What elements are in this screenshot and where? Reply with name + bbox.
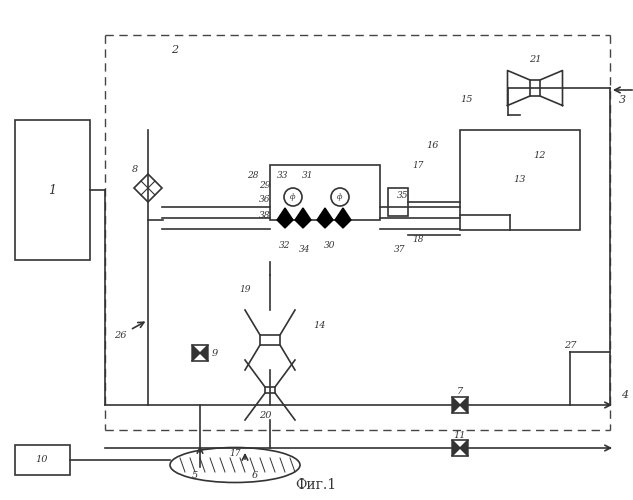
Text: 27: 27	[564, 340, 576, 349]
Polygon shape	[295, 220, 311, 228]
Text: 2: 2	[172, 45, 179, 55]
Text: Фиг.1: Фиг.1	[296, 478, 337, 492]
Text: 19: 19	[239, 286, 251, 294]
Text: 20: 20	[259, 410, 272, 420]
Text: 30: 30	[324, 240, 335, 250]
Polygon shape	[277, 208, 293, 220]
Polygon shape	[335, 208, 351, 220]
Polygon shape	[452, 440, 460, 456]
Text: 29: 29	[260, 180, 271, 190]
Text: 1: 1	[48, 184, 56, 196]
Polygon shape	[460, 397, 468, 413]
Text: 31: 31	[302, 170, 314, 179]
Text: 8: 8	[132, 166, 138, 174]
Text: 35: 35	[398, 190, 409, 200]
Text: 14: 14	[314, 320, 326, 330]
Text: 9: 9	[212, 348, 218, 358]
Text: 21: 21	[529, 56, 541, 64]
Text: 37: 37	[394, 246, 406, 254]
Text: 11: 11	[454, 432, 467, 440]
Text: 34: 34	[299, 246, 311, 254]
Text: 36: 36	[260, 196, 271, 204]
Text: 32: 32	[279, 240, 291, 250]
Polygon shape	[192, 345, 200, 361]
Polygon shape	[460, 440, 468, 456]
Text: 26: 26	[114, 330, 126, 340]
Text: 5: 5	[192, 470, 198, 480]
Bar	[460, 130, 580, 230]
Bar	[270, 165, 380, 220]
Text: 7: 7	[457, 388, 463, 396]
Text: 18: 18	[412, 236, 423, 244]
Text: 13: 13	[514, 176, 526, 184]
Text: 4: 4	[622, 390, 629, 400]
Polygon shape	[335, 220, 351, 228]
Text: 3: 3	[618, 95, 625, 105]
Polygon shape	[317, 220, 333, 228]
Polygon shape	[452, 397, 460, 413]
Text: ф: ф	[337, 193, 342, 201]
Polygon shape	[200, 345, 208, 361]
Bar	[15, 120, 90, 260]
Polygon shape	[277, 220, 293, 228]
Bar	[388, 188, 408, 216]
Text: 28: 28	[248, 170, 259, 179]
Text: 38: 38	[260, 210, 271, 220]
Text: ф: ф	[291, 193, 296, 201]
Text: 33: 33	[277, 170, 289, 179]
Bar	[15, 445, 70, 475]
Text: 10: 10	[35, 456, 48, 464]
Polygon shape	[295, 208, 311, 220]
Text: 15: 15	[461, 96, 473, 104]
Text: 6: 6	[252, 470, 258, 480]
Polygon shape	[317, 208, 333, 220]
Text: 16: 16	[427, 140, 439, 149]
Text: 17: 17	[412, 160, 423, 170]
Text: 12: 12	[534, 150, 546, 160]
Text: 17: 17	[229, 448, 241, 458]
